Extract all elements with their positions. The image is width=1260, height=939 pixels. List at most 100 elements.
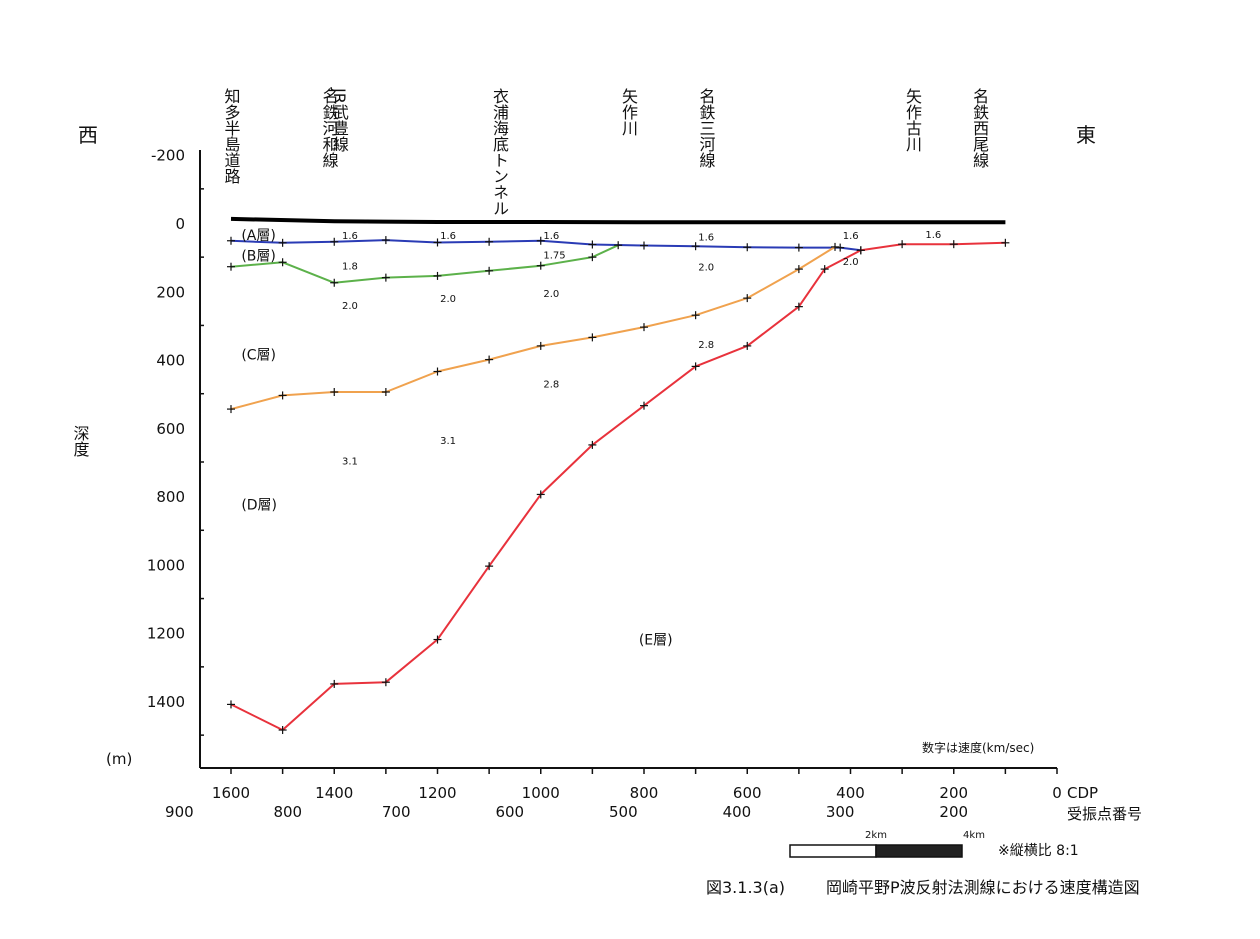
- scale-label-4km: 4km: [963, 830, 985, 841]
- series-line: [230, 239, 861, 252]
- x2-tick-label: 900: [165, 803, 194, 821]
- data-point: [831, 242, 840, 251]
- x-tick-label: 400: [836, 784, 865, 802]
- data-point: [588, 333, 597, 342]
- x-tick-label: 1200: [418, 784, 456, 802]
- velocity-label: 1.6: [342, 231, 358, 242]
- landmark-label: 名鉄三河線: [696, 88, 715, 168]
- x2-tick-label: 500: [609, 803, 638, 821]
- velocity-label: 2.8: [698, 340, 714, 351]
- velocity-label: 3.1: [342, 456, 358, 467]
- velocity-label: 3.1: [440, 436, 456, 447]
- landmark-label: 矢作川: [619, 88, 638, 136]
- east-label: 東: [1076, 123, 1096, 147]
- velocity-label: 2.0: [698, 263, 714, 274]
- data-point: [794, 302, 803, 311]
- velocity-label: 2.0: [440, 294, 456, 305]
- series-lines: [227, 216, 1010, 735]
- x-tick-label: 200: [939, 784, 968, 802]
- data-point: [433, 367, 442, 376]
- data-point: [278, 391, 287, 400]
- y-tick-label: 1400: [147, 693, 185, 711]
- y-tick-label: 200: [156, 283, 185, 301]
- data-point: [640, 401, 648, 410]
- data-point: [640, 323, 648, 332]
- x-tick-label: 600: [733, 784, 762, 802]
- data-point: [794, 243, 803, 252]
- y-tick-label: 1000: [147, 556, 185, 574]
- scale-label-2km: 2km: [865, 830, 887, 841]
- y-tick-label: 0: [175, 215, 185, 233]
- velocity-label: 2.0: [843, 257, 859, 268]
- landmark-label: 知多半島道路: [222, 88, 241, 184]
- data-point: [820, 265, 829, 274]
- figure-caption: 岡崎平野P波反射法測線における速度構造図: [826, 878, 1140, 897]
- x2-tick-label: 300: [826, 803, 855, 821]
- data-point: [691, 242, 700, 251]
- data-point: [330, 278, 339, 287]
- data-point: [278, 258, 287, 267]
- data-point: [836, 243, 845, 252]
- data-point: [381, 388, 390, 397]
- data-point: [381, 273, 390, 282]
- x2-tick-label: 600: [495, 803, 524, 821]
- x2-axis-label: 受振点番号: [1067, 805, 1142, 823]
- velocity-label: 2.0: [342, 301, 358, 312]
- velocity-label: 1.6: [925, 230, 941, 241]
- y-axis-label: 深度: [71, 425, 90, 457]
- x-tick-label: 0: [1052, 784, 1062, 802]
- data-point: [433, 238, 442, 247]
- footer: 2km 4km ※縦横比 8:1 図3.1.3(a) 岡崎平野P波反射法測線における速度…: [706, 830, 1140, 897]
- data-point: [381, 236, 390, 245]
- x2-tick-label: 700: [382, 803, 411, 821]
- data-point: [898, 240, 907, 249]
- y-tick-label: 1200: [147, 625, 185, 643]
- y-tick-label: 400: [156, 352, 185, 370]
- landmark-label: 名鉄河和線: [320, 88, 339, 168]
- x-tick-label: 800: [630, 784, 659, 802]
- data-point: [485, 237, 494, 246]
- layer-label: (C層): [241, 347, 276, 363]
- data-point: [1001, 238, 1010, 247]
- axes: 西東-2000200400600800100012001400深度(m)1600…: [71, 123, 1143, 823]
- x2-tick-label: 200: [939, 803, 968, 821]
- landmark-label: 矢作古川: [903, 88, 922, 152]
- data-point: [536, 341, 545, 350]
- velocity-label: 1.6: [543, 231, 559, 242]
- data-point: [330, 679, 339, 688]
- west-label: 西: [78, 123, 98, 147]
- x2-tick-label: 800: [273, 803, 302, 821]
- velocity-label: 1.6: [698, 233, 714, 244]
- data-point: [588, 440, 597, 449]
- data-point: [949, 240, 958, 249]
- scale-bar-white: [789, 844, 877, 858]
- landmark-label: 衣浦海底トンネル: [490, 88, 509, 216]
- data-point: [856, 246, 865, 255]
- velocity-label: 1.6: [440, 231, 456, 242]
- velocity-label: 1.8: [342, 262, 358, 273]
- velocity-label: 1.6: [843, 231, 859, 242]
- data-point: [227, 700, 235, 709]
- layer-label: (E層): [639, 633, 673, 649]
- data-point: [330, 237, 339, 246]
- data-point: [691, 311, 700, 320]
- data-point: [381, 678, 390, 687]
- x-tick-label: 1400: [315, 784, 353, 802]
- landmark-label: 名鉄西尾線: [970, 88, 989, 168]
- y-unit-label: (m): [106, 750, 132, 768]
- data-point: [614, 241, 623, 250]
- data-point: [588, 253, 597, 262]
- velocity-label: 2.0: [543, 289, 559, 300]
- y-tick-label: 600: [156, 420, 185, 438]
- data-point: [743, 341, 752, 350]
- data-point: [278, 238, 287, 247]
- x-tick-label: 1600: [212, 784, 250, 802]
- x-tick-label: 1000: [522, 784, 560, 802]
- data-point: [227, 405, 235, 414]
- data-point: [536, 490, 545, 499]
- data-point: [433, 271, 442, 280]
- data-point: [640, 241, 648, 250]
- data-point: [485, 266, 494, 275]
- series-line: [230, 241, 1006, 731]
